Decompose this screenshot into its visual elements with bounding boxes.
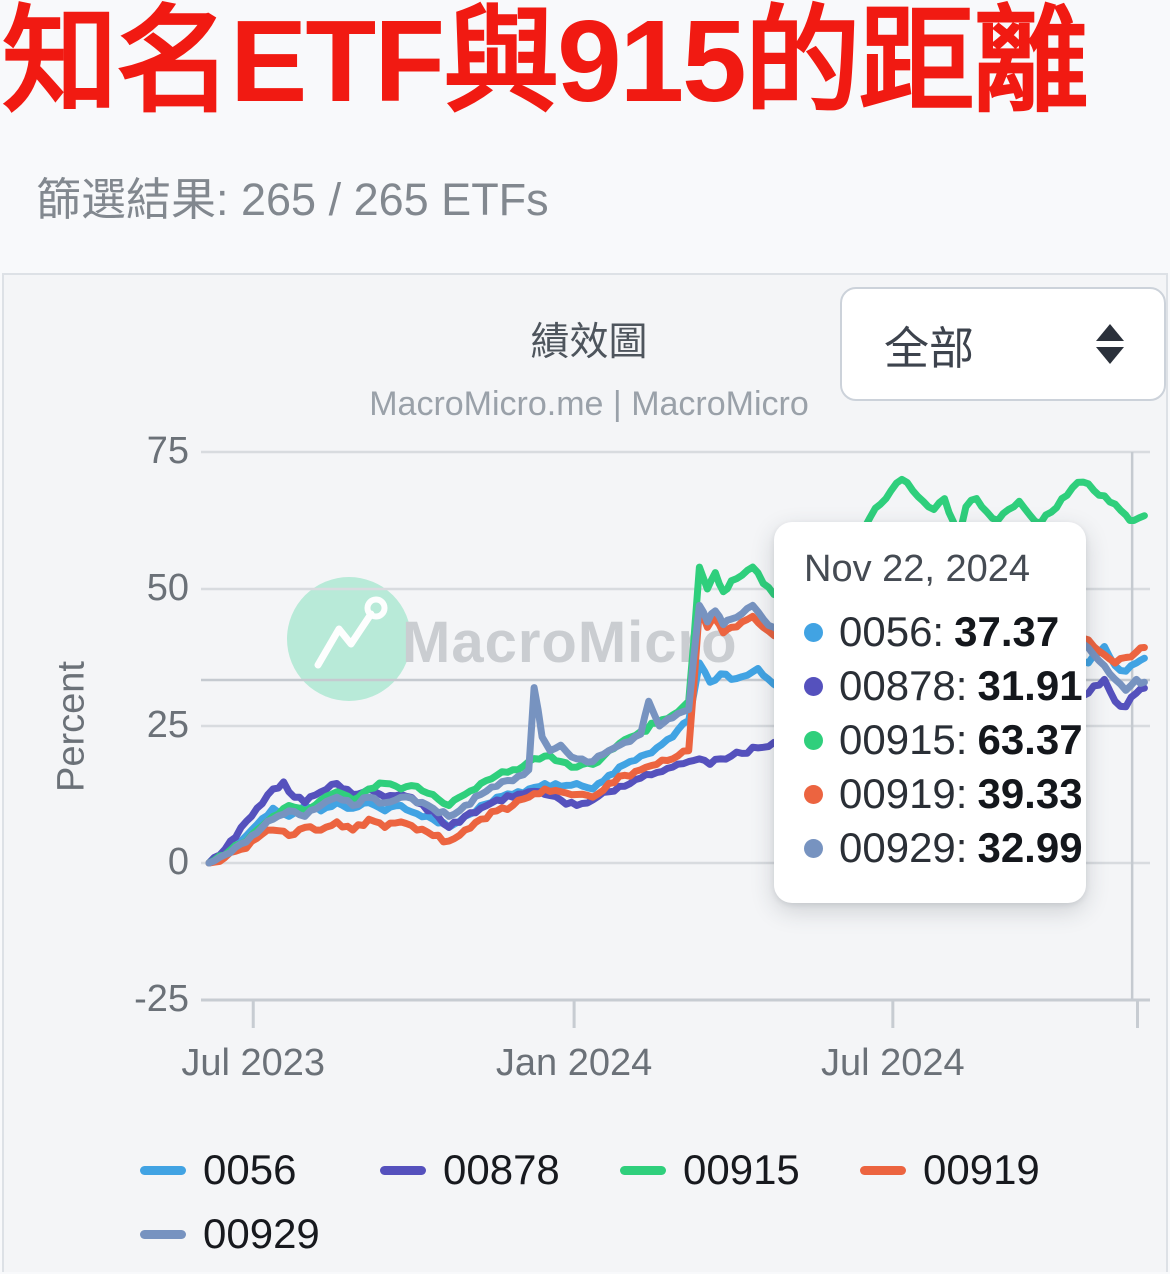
chart-title: 績效圖 <box>530 321 648 364</box>
legend-item-00915[interactable]: 00915 <box>620 1138 860 1202</box>
y-tick-label: 0 <box>167 841 189 883</box>
chart-source: MacroMicro.me | MacroMicro <box>369 385 809 423</box>
filter-result-text: 篩選結果: 265 / 265 ETFs <box>36 174 549 225</box>
svg-text:MacroMicro: MacroMicro <box>402 610 738 675</box>
page-title: 知名ETF與915的距離 <box>2 0 1089 126</box>
tooltip-series-label: 00915: <box>839 716 968 763</box>
tooltip-series-value: 39.33 <box>977 770 1083 817</box>
tooltip-date: Nov 22, 2024 <box>804 548 1031 590</box>
y-tick-label: 50 <box>146 567 189 609</box>
series-dot-icon <box>804 622 823 642</box>
tooltip-series-label: 00878: <box>839 662 968 709</box>
tooltip-row: 0056: 37.37 <box>804 605 1060 659</box>
x-tick-label: Jul 2023 <box>181 1042 326 1084</box>
sort-arrows-icon <box>1096 324 1124 364</box>
macromicro-watermark: MacroMicro <box>287 577 738 701</box>
legend-item-00878[interactable]: 00878 <box>380 1138 620 1202</box>
tooltip-series-label: 00929: <box>839 824 968 871</box>
legend-swatch-icon <box>860 1165 906 1175</box>
tooltip-series-value: 63.37 <box>977 716 1083 763</box>
series-filter-dropdown[interactable]: 全部 <box>840 287 1166 401</box>
series-dot-icon <box>804 730 823 750</box>
legend-label: 00919 <box>923 1146 1040 1193</box>
legend-swatch-icon <box>620 1165 666 1175</box>
watermark-logo-ring <box>364 596 388 620</box>
x-tick-label: Jul 2024 <box>820 1042 965 1084</box>
legend-label: 0056 <box>203 1146 297 1193</box>
legend-label: 00929 <box>203 1210 320 1257</box>
tooltip-series-value: 37.37 <box>954 608 1060 655</box>
series-dot-icon <box>804 784 823 804</box>
tooltip-row: 00878: 31.91 <box>804 659 1083 713</box>
tooltip-row: 00915: 63.37 <box>804 713 1083 767</box>
tooltip-row: 00919: 39.33 <box>804 767 1083 821</box>
legend-item-00919[interactable]: 00919 <box>860 1138 1100 1202</box>
tooltip-row: 00929: 32.99 <box>804 821 1083 875</box>
tooltip-series-value: 31.91 <box>977 662 1083 709</box>
legend-swatch-icon <box>380 1165 426 1175</box>
y-tick-label: -25 <box>134 978 189 1020</box>
tooltip-series-label: 0056: <box>839 608 945 655</box>
chart-header: 績效圖 MacroMicro.me | MacroMicro <box>204 311 974 424</box>
chart-legend: 0056 00878 00915 00919 00929 <box>140 1138 1130 1266</box>
legend-label: 00878 <box>443 1146 560 1193</box>
y-tick-label: 75 <box>146 430 189 472</box>
legend-item-00929[interactable]: 00929 <box>140 1202 380 1266</box>
tooltip-rows: 0056: 37.37 00878: 31.91 00915: 63.37 00919: 39… <box>804 605 1083 875</box>
chart-tooltip: Nov 22, 2024 0056: 37.37 00878: 31.91 00915:… <box>774 522 1086 903</box>
legend-swatch-icon <box>140 1165 186 1175</box>
tooltip-series-value: 32.99 <box>977 824 1083 871</box>
y-tick-label: 25 <box>146 704 189 746</box>
dropdown-value: 全部 <box>884 322 975 374</box>
chart-canvas[interactable]: MacroMicro <box>4 275 1170 1274</box>
tooltip-series-label: 00919: <box>839 770 968 817</box>
series-dot-icon <box>804 676 823 696</box>
legend-label: 00915 <box>683 1146 800 1193</box>
series-dot-icon <box>804 838 823 858</box>
chart-card: 績效圖 MacroMicro.me | MacroMicro 全部 MacroM… <box>2 273 1168 1272</box>
watermark-logo-zigzag <box>314 610 375 669</box>
arrow-up-icon <box>1096 324 1124 341</box>
x-tick-label: Jan 2024 <box>495 1042 653 1084</box>
legend-item-0056[interactable]: 0056 <box>140 1138 380 1202</box>
performance-chart[interactable]: MacroMicro Percent 75 50 25 0 -25 Jul 2023 Jan… <box>4 275 1166 1272</box>
legend-swatch-icon <box>140 1229 186 1239</box>
arrow-down-icon <box>1096 347 1124 364</box>
